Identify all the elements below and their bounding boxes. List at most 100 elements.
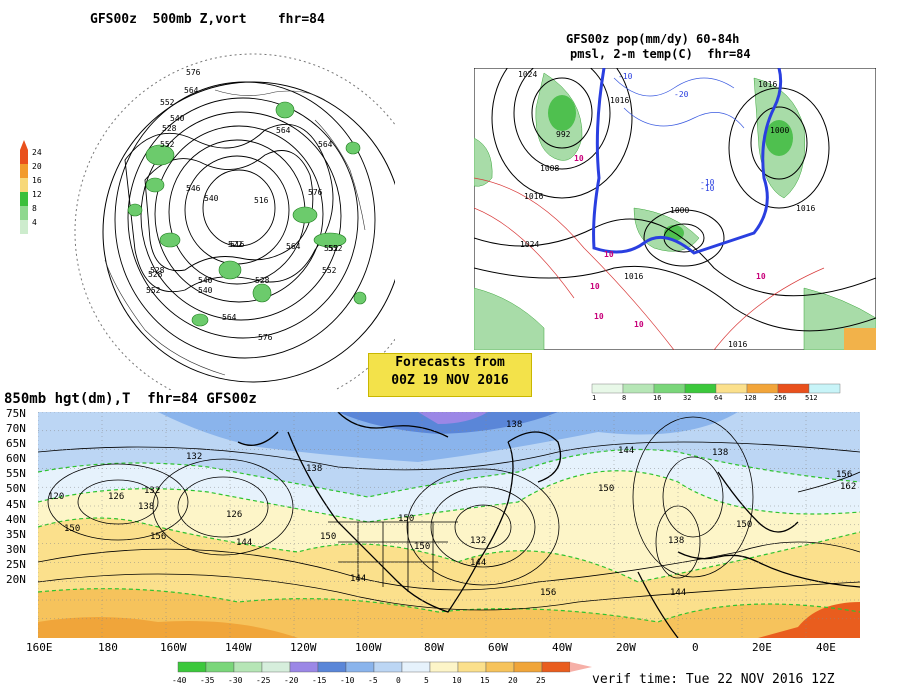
height-label: 138 bbox=[712, 448, 729, 458]
height-label: 150 bbox=[64, 524, 81, 534]
temp-colorbar-swatch bbox=[345, 661, 375, 673]
height-label: 132 bbox=[144, 486, 161, 496]
precip-tick: 1 bbox=[592, 394, 597, 402]
isobar-label: 1016 bbox=[758, 80, 778, 89]
colorbar-end-arrow bbox=[570, 662, 592, 672]
contour-label: 528 bbox=[255, 276, 270, 285]
temp-label: 10 bbox=[634, 320, 644, 329]
temp-tick: 10 bbox=[452, 676, 462, 685]
precip-colorbar-swatch bbox=[684, 383, 717, 394]
contour-label: 576 bbox=[308, 188, 323, 197]
precip-tick: 512 bbox=[805, 394, 818, 402]
lat-label: 75N bbox=[6, 407, 26, 420]
contour-label: 528 bbox=[150, 266, 165, 275]
precip-colorbar-swatch bbox=[746, 383, 779, 394]
precip-tick: 128 bbox=[744, 394, 757, 402]
temp-colorbar-swatch bbox=[401, 661, 431, 673]
height-label: 144 bbox=[670, 588, 687, 598]
contour-label: 564 bbox=[286, 242, 301, 251]
lon-label: 60W bbox=[488, 641, 508, 654]
temp-colorbar-swatch bbox=[373, 661, 403, 673]
temp-colorbar-swatch bbox=[317, 661, 347, 673]
banner-line-1: Forecasts from bbox=[395, 355, 505, 370]
lon-label: 180 bbox=[98, 641, 118, 654]
contour-label: 522 bbox=[228, 240, 243, 249]
lat-label: 25N bbox=[6, 557, 26, 571]
isobar-label: 1024 bbox=[520, 240, 540, 249]
polar-tick: 12 bbox=[32, 190, 42, 199]
temp-colorbar-swatch bbox=[513, 661, 543, 673]
height-label: 126 bbox=[226, 510, 243, 520]
precip-tick: 64 bbox=[714, 394, 723, 402]
contour-label: 516 bbox=[254, 196, 269, 205]
temp-colorbar-swatch bbox=[429, 661, 459, 673]
precip-tick: 16 bbox=[653, 394, 662, 402]
polar-tick: 24 bbox=[32, 148, 42, 157]
height-label: 150 bbox=[736, 520, 753, 530]
temp-tick: -15 bbox=[312, 676, 327, 685]
height-label: 150 bbox=[398, 514, 415, 524]
temp-colorbar-swatch bbox=[457, 661, 487, 673]
contour-label: 540 bbox=[170, 114, 185, 123]
height-labels: 120 126 132 132 138 126 150 156 144 150 … bbox=[38, 412, 860, 638]
lon-label: 140W bbox=[225, 641, 252, 654]
lon-label: 20W bbox=[616, 641, 636, 654]
lon-label: 160W bbox=[160, 641, 187, 654]
height-label: 138 bbox=[306, 464, 323, 474]
temp-colorbar-swatch bbox=[233, 661, 263, 673]
temp-label: -10 bbox=[700, 184, 715, 193]
banner-line-2: 00Z 19 NOV 2016 bbox=[391, 373, 509, 388]
polar-panel-title: GFS00z 500mb Z,vort fhr=84 bbox=[90, 12, 325, 27]
height-label: 126 bbox=[108, 492, 125, 502]
temp-tick: -40 bbox=[172, 676, 187, 685]
precip-colorbar bbox=[591, 383, 841, 394]
temp-tick: -30 bbox=[228, 676, 243, 685]
contour-label: 552 bbox=[322, 266, 337, 275]
lat-label: 40N bbox=[6, 512, 26, 526]
lat-label: 65N bbox=[6, 437, 26, 451]
temp-colorbar-ticks: -40 -35 -30 -25 -20 -15 -10 -5 0 5 10 15 20 25 bbox=[150, 676, 600, 688]
precip-colorbar-swatch bbox=[715, 383, 748, 394]
lat-label: 70N bbox=[6, 422, 26, 436]
temp-label: -10 bbox=[700, 178, 715, 187]
lon-label: 20E bbox=[752, 641, 772, 654]
isobar-label: 1016 bbox=[728, 340, 748, 349]
lat-label: 35N bbox=[6, 527, 26, 541]
lat-label: 30N bbox=[6, 542, 26, 556]
isobar-label: 1016 bbox=[524, 192, 544, 201]
temp-tick: 5 bbox=[424, 676, 429, 685]
height-label: 132 bbox=[470, 536, 487, 546]
contour-label: 528 bbox=[148, 270, 163, 279]
precip-tick: 256 bbox=[774, 394, 787, 402]
forecast-banner: Forecasts from 00Z 19 NOV 2016 bbox=[368, 353, 532, 397]
temp-label: -20 bbox=[674, 90, 689, 99]
precip-colorbar-swatch bbox=[808, 383, 841, 394]
lat-label: 50N bbox=[6, 482, 26, 496]
lat-labels: 75N 70N 65N 60N 55N 50N 45N 40N 35N 30N … bbox=[6, 406, 26, 587]
temp-colorbar-swatch bbox=[485, 661, 515, 673]
isobar-label: 1016 bbox=[796, 204, 816, 213]
isobar-label: 992 bbox=[556, 130, 571, 139]
contour-label: 564 bbox=[222, 313, 237, 322]
precip-panel-title-1: GFS00z pop(mm/dy) 60-84h bbox=[566, 32, 740, 46]
lon-label: 120W bbox=[290, 641, 317, 654]
temp-colorbar-swatch bbox=[177, 661, 207, 673]
contour-label: 552 bbox=[324, 244, 339, 253]
polar-tick: 16 bbox=[32, 176, 42, 185]
temp-colorbar-swatch bbox=[205, 661, 235, 673]
temp-colorbar-swatch bbox=[261, 661, 291, 673]
contour-label: 552 bbox=[160, 98, 175, 107]
polar-tick: 4 bbox=[32, 218, 37, 227]
isobar-label: 1016 bbox=[624, 272, 644, 281]
contour-label: 528 bbox=[162, 124, 177, 133]
temp-label: 10 bbox=[574, 154, 584, 163]
verif-time: verif time: Tue 22 NOV 2016 12Z bbox=[592, 672, 835, 687]
height-label: 144 bbox=[618, 446, 635, 456]
isobar-label: 1000 bbox=[670, 206, 690, 215]
height-label: 156 bbox=[150, 532, 167, 542]
lat-label: 60N bbox=[6, 452, 26, 466]
contour-label: 540 bbox=[204, 194, 219, 203]
height-label: 120 bbox=[48, 492, 65, 502]
height-label: 144 bbox=[350, 574, 367, 584]
isobar-label: 1008 bbox=[540, 164, 560, 173]
